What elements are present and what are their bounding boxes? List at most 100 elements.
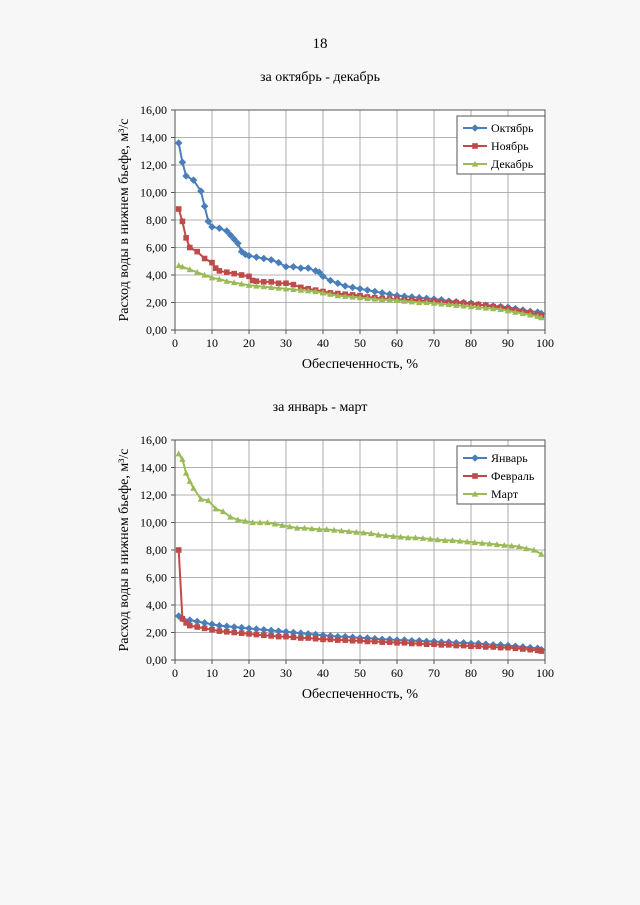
data-point xyxy=(356,294,364,301)
data-point xyxy=(298,635,304,641)
series-line xyxy=(177,549,542,653)
data-point xyxy=(301,524,308,531)
legend-label: Март xyxy=(491,487,519,501)
data-point xyxy=(297,286,304,293)
data-point xyxy=(286,523,293,530)
data-point xyxy=(349,637,356,644)
data-point xyxy=(335,637,341,643)
x-axis-title: Обеспеченность, % xyxy=(302,357,418,372)
y-tick-label: 14,00 xyxy=(140,131,167,145)
data-point xyxy=(431,641,437,647)
data-point xyxy=(360,529,367,536)
data-point xyxy=(174,139,183,147)
data-point xyxy=(268,284,275,290)
data-point xyxy=(224,629,230,635)
y-tick-label: 2,00 xyxy=(146,626,167,640)
legend-label: Октябрь xyxy=(491,121,534,135)
y-tick-label: 12,00 xyxy=(140,488,167,502)
data-point xyxy=(364,638,371,645)
y-axis-title: Расход воды в нижнем бьефе, м³/с xyxy=(117,448,132,651)
y-axis-title: Расход воды в нижнем бьефе, м³/с xyxy=(117,118,132,321)
data-point xyxy=(456,537,464,544)
data-point xyxy=(223,277,230,284)
legend: Январь Февраль Март xyxy=(456,445,546,505)
x-tick-label: 100 xyxy=(536,666,554,680)
data-point xyxy=(364,295,371,301)
data-point xyxy=(501,541,508,548)
data-point xyxy=(249,277,256,284)
data-point xyxy=(283,633,289,640)
data-point xyxy=(471,539,478,546)
data-point xyxy=(379,296,386,303)
data-point xyxy=(493,541,501,548)
data-point xyxy=(187,622,193,629)
data-point xyxy=(267,256,275,264)
data-point xyxy=(363,286,372,294)
data-point xyxy=(323,526,330,532)
data-point xyxy=(231,270,237,277)
data-point xyxy=(297,264,305,272)
x-tick-label: 10 xyxy=(206,666,218,680)
data-point xyxy=(189,176,198,184)
data-point xyxy=(245,251,253,260)
data-point xyxy=(412,534,419,541)
data-point xyxy=(234,516,242,523)
data-point xyxy=(238,630,245,636)
legend-label: Февраль xyxy=(491,469,535,483)
data-point xyxy=(283,280,289,287)
data-point xyxy=(453,642,459,649)
data-point xyxy=(316,526,323,532)
data-point xyxy=(460,302,467,309)
data-point xyxy=(342,637,348,643)
data-point xyxy=(538,648,545,654)
data-point xyxy=(530,546,538,553)
y-tick-label: 12,00 xyxy=(140,158,167,172)
data-point xyxy=(386,639,393,645)
data-point xyxy=(534,313,541,319)
legend-marker xyxy=(472,143,478,149)
data-point xyxy=(512,645,519,652)
data-point xyxy=(468,643,474,650)
data-point xyxy=(527,311,534,318)
data-point xyxy=(341,282,349,290)
data-point xyxy=(208,223,216,231)
data-point xyxy=(427,535,434,542)
data-point xyxy=(282,262,290,271)
data-point xyxy=(256,519,264,526)
y-tick-label: 10,00 xyxy=(140,186,167,200)
data-point xyxy=(205,497,212,504)
data-point xyxy=(497,644,504,651)
data-point xyxy=(290,281,297,288)
series-Март xyxy=(175,450,545,557)
data-point xyxy=(246,273,252,280)
legend-marker xyxy=(472,473,478,479)
data-point xyxy=(231,279,238,286)
x-tick-label: 60 xyxy=(391,666,403,680)
data-point xyxy=(175,547,182,553)
data-point xyxy=(538,550,545,557)
data-point xyxy=(275,280,282,287)
data-point xyxy=(401,297,408,304)
data-point xyxy=(357,637,363,644)
y-tick-label: 8,00 xyxy=(146,543,167,557)
data-point xyxy=(260,283,267,290)
data-point xyxy=(386,296,393,303)
legend-marker xyxy=(471,454,479,462)
data-point xyxy=(238,272,245,278)
data-point xyxy=(190,484,197,491)
x-tick-label: 0 xyxy=(172,336,178,350)
y-tick-label: 16,00 xyxy=(140,103,167,117)
x-tick-label: 20 xyxy=(243,666,255,680)
data-point xyxy=(326,276,335,285)
data-point xyxy=(319,272,327,281)
data-point xyxy=(397,533,404,540)
data-point xyxy=(186,478,193,484)
y-tick-label: 10,00 xyxy=(140,516,167,530)
data-point xyxy=(230,235,238,244)
data-point xyxy=(201,625,208,632)
data-point xyxy=(404,534,412,541)
flow-duration-chart-jan-mar: 0,00 2,00 4,00 6,00 8,00 10,00 12,00 14,00 16,00… xyxy=(117,433,554,702)
data-point xyxy=(209,626,215,633)
data-point xyxy=(242,517,249,524)
data-point xyxy=(304,264,312,272)
